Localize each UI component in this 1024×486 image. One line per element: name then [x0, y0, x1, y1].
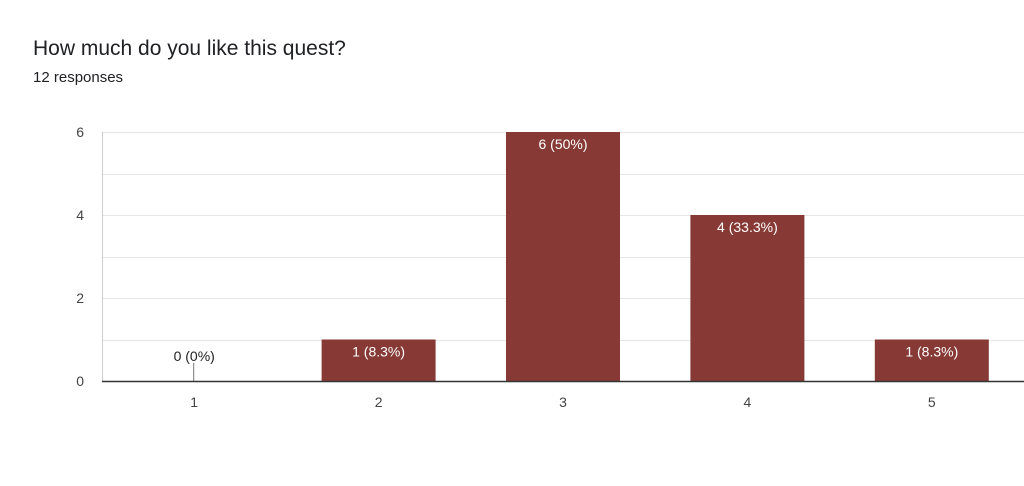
x-tick-label: 2	[375, 394, 383, 410]
bar	[506, 132, 620, 381]
labels: 0 2 4 6 0 (0%) 1 1 (8.3%) 2 6 (50%) 3 4 (33.3%) 4 1 …	[76, 124, 958, 410]
y-tick-label: 0	[76, 373, 84, 389]
x-tick-label: 4	[744, 394, 752, 410]
y-tick-label: 2	[76, 290, 84, 306]
data-label: 1 (8.3%)	[905, 344, 958, 360]
data-label: 6 (50%)	[538, 136, 587, 152]
y-tick-label: 4	[76, 207, 84, 223]
x-tick-label: 5	[928, 394, 936, 410]
x-tick-label: 1	[190, 394, 198, 410]
data-label: 1 (8.3%)	[352, 344, 405, 360]
axes	[102, 132, 1024, 383]
data-label: 4 (33.3%)	[717, 219, 778, 235]
x-tick-label: 3	[559, 394, 567, 410]
question-title: How much do you like this quest?	[33, 37, 346, 60]
y-tick-label: 6	[76, 124, 84, 140]
bar	[690, 215, 805, 381]
bars	[193, 132, 989, 381]
bar	[874, 339, 989, 381]
response-count: 12 responses	[33, 69, 124, 86]
bar	[321, 339, 436, 381]
data-label: 0 (0%)	[174, 348, 215, 364]
